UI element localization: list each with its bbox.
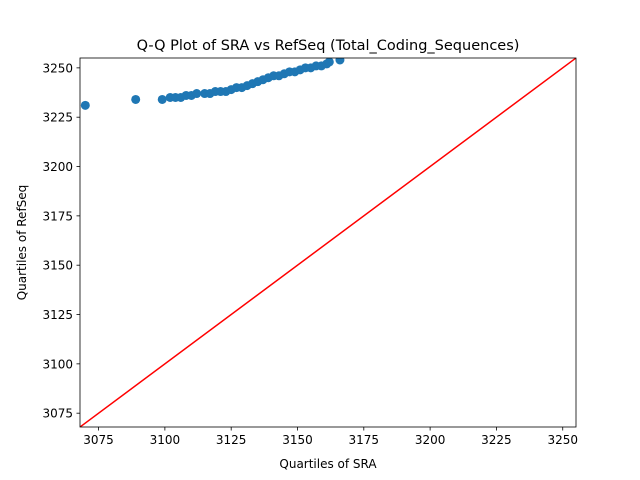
x-tick-label: 3125 bbox=[216, 433, 247, 447]
y-tick-label: 3150 bbox=[42, 259, 73, 273]
x-tick-label: 3250 bbox=[547, 433, 578, 447]
data-point bbox=[335, 58, 345, 65]
data-point bbox=[324, 58, 334, 67]
data-point bbox=[131, 94, 141, 104]
plot-marks bbox=[80, 58, 576, 427]
y-axis-label: Quartiles of RefSeq bbox=[15, 185, 29, 301]
y-tick-label: 3100 bbox=[42, 357, 73, 371]
x-axis-label: Quartiles of SRA bbox=[279, 457, 377, 471]
x-tick-label: 3150 bbox=[282, 433, 313, 447]
y-tick-label: 3225 bbox=[42, 111, 73, 125]
y-tick-label: 3250 bbox=[42, 61, 73, 75]
axes: 3075 3100 3125 3150 3175 3200 3225 3250 3075 3100… bbox=[42, 61, 578, 447]
x-tick-label: 3200 bbox=[415, 433, 446, 447]
data-point bbox=[192, 89, 202, 99]
data-point bbox=[157, 94, 167, 104]
y-tick-label: 3125 bbox=[42, 308, 73, 322]
y-tick-label: 3175 bbox=[42, 209, 73, 223]
data-point bbox=[80, 100, 90, 110]
x-tick-label: 3100 bbox=[150, 433, 181, 447]
y-tick-label: 3075 bbox=[42, 407, 73, 421]
chart-title: Q-Q Plot of SRA vs RefSeq (Total_Coding_… bbox=[137, 38, 520, 54]
reference-line bbox=[80, 58, 576, 427]
x-tick-label: 3175 bbox=[349, 433, 380, 447]
y-tick-label: 3200 bbox=[42, 160, 73, 174]
x-tick-label: 3225 bbox=[481, 433, 512, 447]
plot-frame bbox=[79, 57, 577, 428]
x-tick-label: 3075 bbox=[83, 433, 114, 447]
